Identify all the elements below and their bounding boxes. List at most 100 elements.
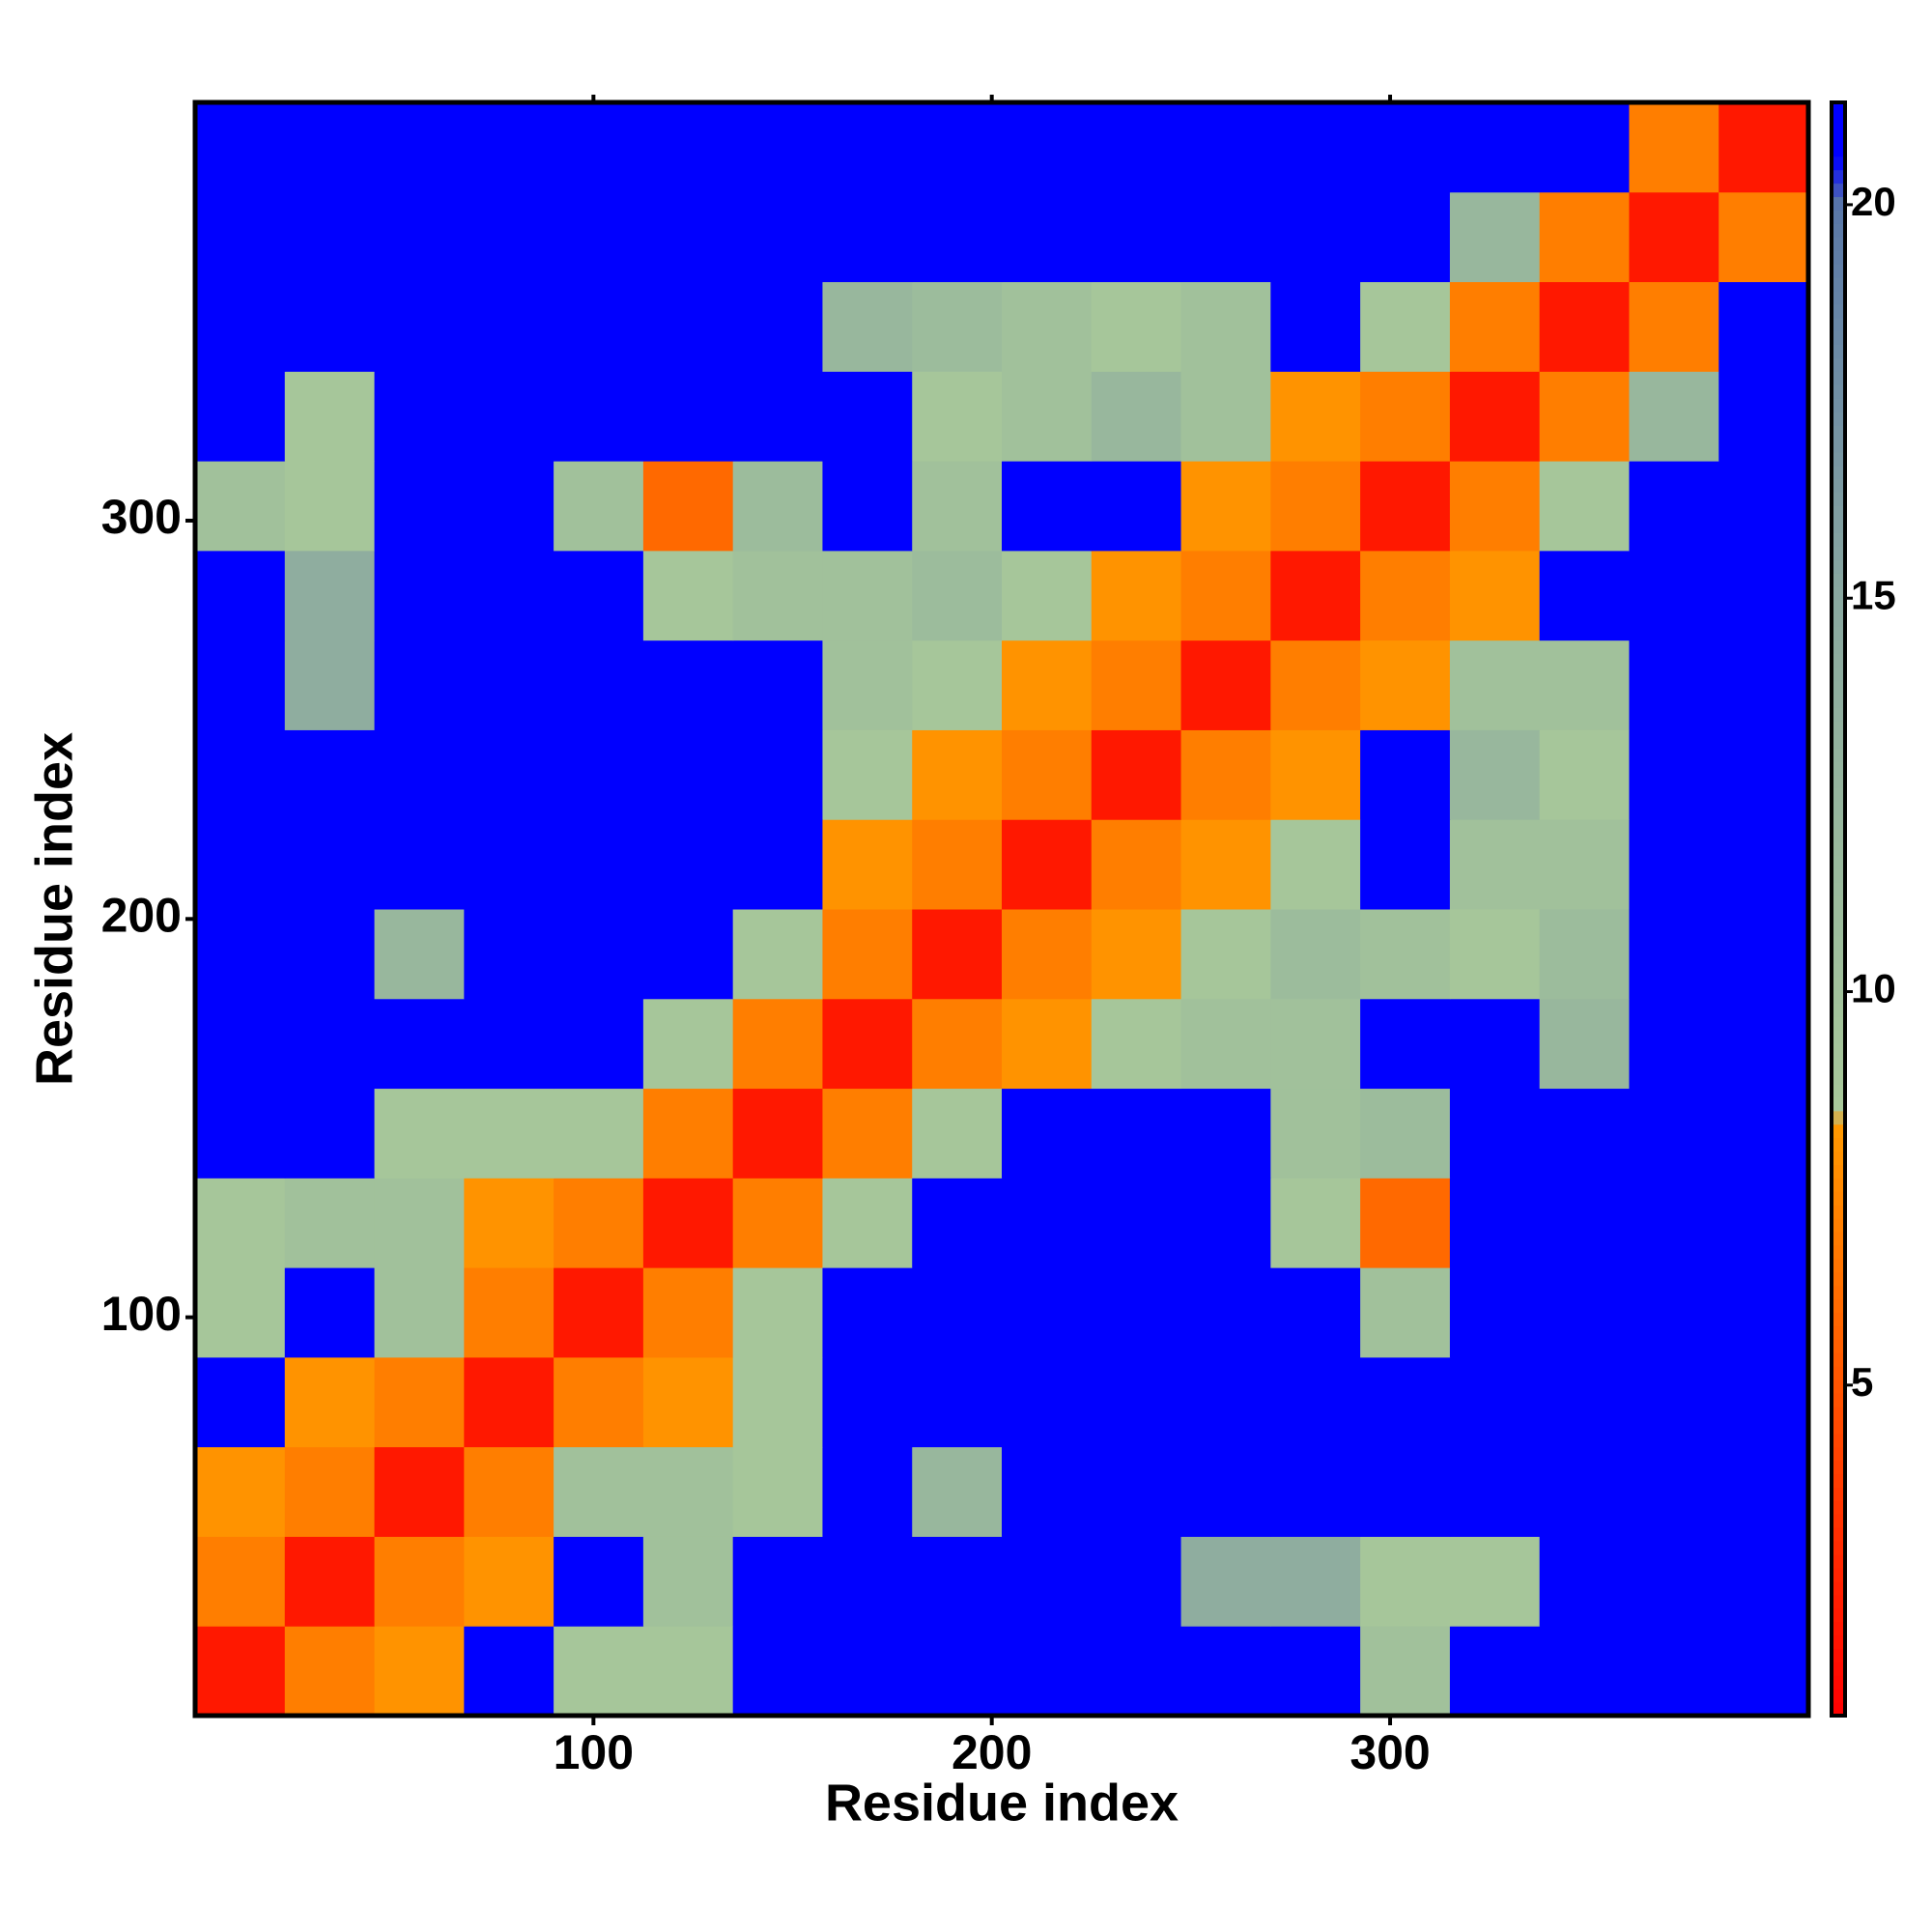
heat-cell bbox=[1360, 819, 1451, 910]
heat-cell bbox=[1449, 1088, 1541, 1179]
heat-cell bbox=[195, 371, 286, 462]
heat-cell bbox=[1539, 1088, 1630, 1179]
colorbar-segment bbox=[1832, 1648, 1845, 1662]
heat-cell bbox=[1360, 281, 1451, 372]
heat-cell bbox=[1180, 1356, 1271, 1448]
colorbar-segment bbox=[1832, 1285, 1845, 1300]
heat-cell bbox=[1180, 550, 1271, 641]
heat-cell bbox=[1449, 281, 1541, 372]
colorbar-segment bbox=[1832, 1339, 1845, 1353]
heat-cell bbox=[1360, 371, 1451, 462]
heat-cell bbox=[464, 1088, 554, 1179]
heat-cell bbox=[1539, 729, 1630, 820]
heat-cell bbox=[1270, 1267, 1361, 1358]
heat-cell bbox=[554, 550, 644, 641]
heat-cell bbox=[195, 1536, 286, 1627]
heat-cell bbox=[464, 102, 554, 193]
heat-cell bbox=[195, 998, 286, 1090]
colorbar-segment bbox=[1832, 895, 1845, 910]
x-tick-label: 100 bbox=[554, 1725, 634, 1779]
heat-cell bbox=[1002, 729, 1093, 820]
heat-cell bbox=[822, 639, 913, 730]
heat-cell bbox=[1180, 998, 1271, 1090]
heat-cell bbox=[642, 461, 734, 552]
heat-cell bbox=[912, 102, 1003, 193]
colorbar-segment bbox=[1832, 1634, 1845, 1650]
colorbar-segment bbox=[1832, 1662, 1845, 1676]
colorbar-segment bbox=[1832, 505, 1845, 521]
heat-cell bbox=[1629, 1178, 1719, 1268]
heat-cell bbox=[732, 281, 823, 372]
heat-cell bbox=[464, 461, 554, 552]
heat-cell bbox=[1719, 1536, 1809, 1627]
heat-cell bbox=[822, 1536, 913, 1627]
heat-cell bbox=[642, 998, 734, 1090]
colorbar-segment bbox=[1832, 438, 1845, 453]
heat-cell bbox=[1002, 1178, 1093, 1268]
heat-cell bbox=[912, 461, 1003, 552]
heat-cell bbox=[1719, 281, 1809, 372]
heat-cell bbox=[1449, 639, 1541, 730]
heat-cell bbox=[1360, 909, 1451, 1000]
heat-cell bbox=[1180, 102, 1271, 193]
heat-cell bbox=[374, 461, 465, 552]
heat-cell bbox=[1360, 729, 1451, 820]
heat-cell bbox=[822, 1446, 913, 1537]
y-tick-label: 200 bbox=[101, 889, 182, 943]
heat-cell bbox=[912, 1626, 1003, 1717]
colorbar-tick-label: 10 bbox=[1851, 966, 1896, 1011]
heat-cell bbox=[195, 909, 286, 1000]
heat-cell bbox=[1360, 102, 1451, 193]
heat-cell bbox=[284, 102, 376, 193]
colorbar-segment bbox=[1832, 1527, 1845, 1542]
heat-cell bbox=[1180, 639, 1271, 730]
colorbar-segment bbox=[1832, 1123, 1845, 1139]
heat-cell bbox=[642, 1267, 734, 1358]
heat-cell bbox=[642, 1178, 734, 1268]
heat-cell bbox=[554, 371, 644, 462]
colorbar-segment bbox=[1832, 760, 1845, 776]
heat-cell bbox=[1449, 1356, 1541, 1448]
colorbar-segment bbox=[1832, 1043, 1845, 1058]
heat-cell bbox=[1449, 102, 1541, 193]
heat-cell bbox=[554, 281, 644, 372]
heat-cell bbox=[374, 729, 465, 820]
colorbar-segment bbox=[1832, 922, 1845, 937]
heat-cell bbox=[1002, 1536, 1093, 1627]
heat-cell bbox=[912, 1267, 1003, 1358]
heat-cell bbox=[1091, 1178, 1182, 1268]
heat-cell bbox=[1719, 1446, 1809, 1537]
heat-cell bbox=[1629, 550, 1719, 641]
heat-cell bbox=[1539, 461, 1630, 552]
heat-cell bbox=[374, 1088, 465, 1179]
colorbar-segment bbox=[1832, 626, 1845, 641]
heat-cell bbox=[1270, 371, 1361, 462]
heat-cell bbox=[912, 819, 1003, 910]
heat-cell bbox=[1629, 461, 1719, 552]
heat-cell bbox=[195, 1356, 286, 1448]
heat-cell bbox=[822, 1626, 913, 1717]
colorbar-segment bbox=[1832, 774, 1845, 789]
heat-cell bbox=[195, 819, 286, 910]
heat-cell bbox=[732, 1536, 823, 1627]
heat-cell bbox=[1180, 191, 1271, 283]
heat-cell bbox=[195, 461, 286, 552]
heat-cell bbox=[1180, 729, 1271, 820]
heat-cell bbox=[464, 191, 554, 283]
colorbar-segment bbox=[1832, 962, 1845, 978]
colorbar-segment bbox=[1832, 1164, 1845, 1179]
heat-cell bbox=[554, 461, 644, 552]
heat-cell bbox=[1719, 819, 1809, 910]
y-tick-label: 300 bbox=[101, 490, 182, 544]
heat-cell bbox=[1360, 1626, 1451, 1717]
colorbar-segment bbox=[1832, 1070, 1845, 1085]
heat-cell bbox=[1629, 1267, 1719, 1358]
heat-cell bbox=[374, 1626, 465, 1717]
heat-cell bbox=[1002, 102, 1093, 193]
colorbar-segment bbox=[1832, 1016, 1845, 1031]
heat-cell bbox=[732, 1088, 823, 1179]
heat-cell bbox=[732, 550, 823, 641]
heat-cell bbox=[195, 281, 286, 372]
colorbar-segment bbox=[1832, 344, 1845, 359]
heat-cell bbox=[1449, 729, 1541, 820]
